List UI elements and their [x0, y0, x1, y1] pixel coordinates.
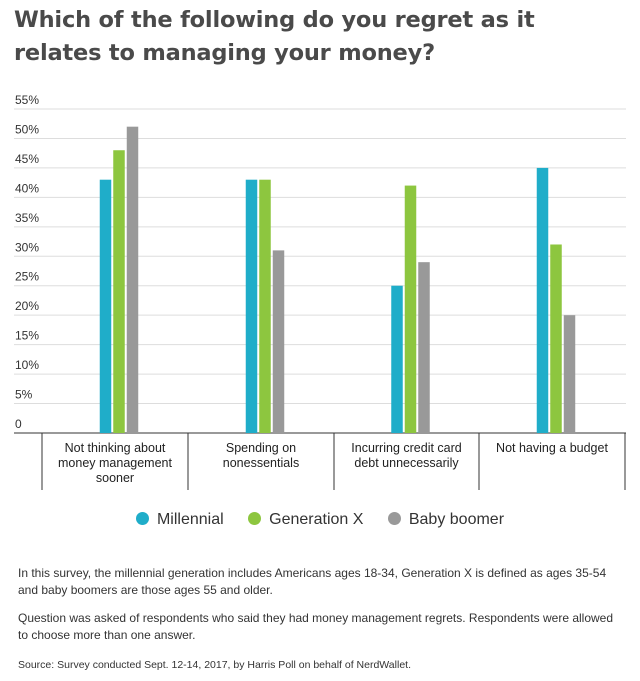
legend-label-generation-x: Generation X	[269, 511, 364, 528]
legend-swatch-generation-x	[248, 512, 262, 525]
bar	[126, 126, 139, 433]
legend-label-millennial: Millennial	[156, 511, 224, 528]
y-tick-label: 50%	[15, 122, 39, 136]
y-tick-label: 35%	[15, 211, 39, 225]
bar	[391, 285, 403, 433]
survey-definition-note: In this survey, the millennial generatio…	[18, 566, 607, 597]
chart-title: Which of the following do you regret as …	[14, 7, 535, 66]
legend-swatch-baby-boomer	[387, 512, 401, 525]
bar	[550, 244, 562, 433]
bar	[99, 179, 112, 433]
legend-item-generation-x: Generation X	[248, 511, 363, 529]
bar	[259, 179, 271, 433]
x-category-label: sooner	[96, 471, 134, 485]
source-note: Source: Survey conducted Sept. 12-14, 20…	[18, 659, 411, 671]
y-tick-label: 30%	[15, 240, 39, 254]
legend-item-millennial: Millennial	[135, 511, 224, 529]
legend-label-baby-boomer: Baby boomer	[408, 511, 505, 528]
x-category-label: Not having a budget	[496, 441, 608, 455]
x-category-label: Spending on	[226, 441, 296, 455]
bar	[536, 167, 549, 433]
x-category-label: nonessentials	[223, 456, 299, 470]
x-category-label: debt unnecessarily	[354, 456, 459, 470]
y-tick-label: 10%	[15, 358, 39, 372]
legend-item-baby-boomer: Baby boomer	[387, 511, 505, 529]
y-tick-label: 15%	[15, 329, 39, 343]
x-category-label: Not thinking about	[65, 441, 166, 455]
bar	[563, 315, 576, 433]
y-tick-label: 0	[15, 417, 22, 431]
x-category-label: money management	[58, 456, 172, 470]
y-tick-label: 55%	[15, 93, 39, 107]
bar	[245, 179, 258, 433]
y-tick-label: 25%	[15, 270, 39, 284]
y-tick-label: 5%	[15, 388, 33, 402]
legend: Millennial Generation X Baby boomer	[0, 511, 640, 529]
bar	[272, 250, 285, 433]
question-note: Question was asked of respondents who sa…	[18, 611, 614, 642]
y-tick-label: 45%	[15, 152, 39, 166]
bar-chart: 0 5% 10% 15% 20% 25% 30% 35% 40% 45% 50% 55% Not thi…	[14, 93, 626, 490]
y-tick-label: 40%	[15, 181, 39, 195]
legend-swatch-millennial	[135, 512, 149, 525]
bar	[113, 150, 125, 433]
y-tick-label: 20%	[15, 299, 39, 313]
bar	[404, 185, 417, 433]
bar	[418, 262, 430, 433]
x-category-label: Incurring credit card	[351, 441, 462, 455]
